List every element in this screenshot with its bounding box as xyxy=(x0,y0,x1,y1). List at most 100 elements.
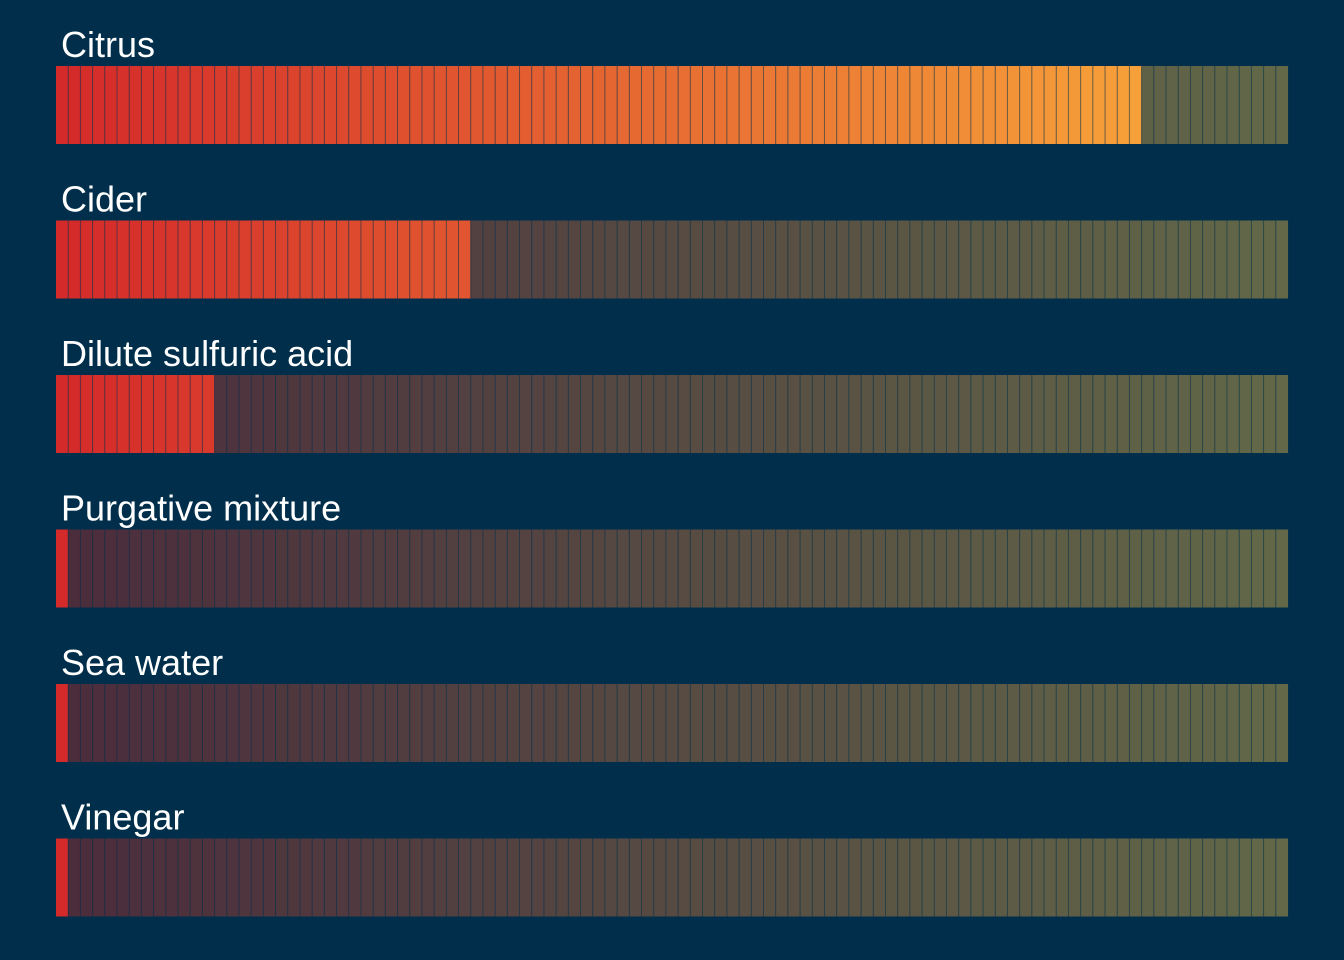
gauge-segment-empty xyxy=(970,220,984,299)
gauge-segment-empty xyxy=(165,529,179,608)
gauge-segment-empty xyxy=(531,375,544,453)
gauge-segment-empty xyxy=(1263,375,1276,453)
gauge-segment-empty xyxy=(1080,684,1093,762)
gauge-segment-empty xyxy=(897,684,910,762)
gauge-segment-empty xyxy=(470,529,483,608)
gauge-segment-filled xyxy=(519,66,532,144)
gauge-segment-filled xyxy=(1019,66,1032,144)
gauge-segment-empty xyxy=(702,529,715,608)
gauge-segment-empty xyxy=(1251,375,1264,453)
gauge-segment-empty xyxy=(751,529,764,608)
gauge-segment-empty xyxy=(1251,66,1264,144)
gauge-segment-empty xyxy=(714,375,727,453)
gauge-row-dilute-sulfuric-acid: Dilute sulfuric acid xyxy=(56,333,1289,453)
gauge-segment-empty xyxy=(1153,529,1167,608)
gauge-segment-empty xyxy=(568,375,581,453)
gauge-segment-filled xyxy=(141,66,154,144)
gauge-segment-empty xyxy=(421,375,435,453)
gauge-segment-empty xyxy=(1227,684,1240,762)
gauge-segment-empty xyxy=(1227,529,1240,608)
gauge-segment-filled xyxy=(104,220,118,299)
gauge-segment-filled xyxy=(470,66,483,144)
gauge-segment-empty xyxy=(568,220,581,299)
gauge-segment-empty xyxy=(641,220,654,299)
gauge-segment-empty xyxy=(1141,375,1154,453)
gauge-segment-empty xyxy=(1019,220,1032,299)
gauge-segment-empty xyxy=(1080,838,1093,917)
gauge-segment-filled xyxy=(373,220,386,299)
gauge-segment-empty xyxy=(934,529,947,608)
gauge-segment-empty xyxy=(263,375,276,453)
gauge-segment-filled xyxy=(202,220,215,299)
row-label: Purgative mixture xyxy=(61,488,341,529)
gauge-segment-filled xyxy=(836,66,849,144)
gauge-segment-empty xyxy=(238,684,252,762)
gauge-segment-empty xyxy=(519,375,532,453)
gauge-segment-empty xyxy=(312,529,325,608)
gauge-segment-empty xyxy=(958,220,971,299)
gauge-segment-empty xyxy=(1153,66,1167,144)
gauge-segment-empty xyxy=(251,838,264,917)
gauge-segment-empty xyxy=(1044,684,1057,762)
gauge-segment-empty xyxy=(751,684,764,762)
gauge-segment-empty xyxy=(409,684,422,762)
gauge-segment-empty xyxy=(653,529,666,608)
gauge-segment-empty xyxy=(1263,529,1276,608)
gauge-segment-filled xyxy=(934,66,947,144)
gauge-segment-empty xyxy=(1178,375,1191,453)
gauge-segment-empty xyxy=(861,838,874,917)
gauge-segment-empty xyxy=(177,838,191,917)
gauge-segment-empty xyxy=(690,529,703,608)
gauge-segment-filled xyxy=(141,375,154,453)
gauge-segment-filled xyxy=(324,66,337,144)
gauge-segment-empty xyxy=(580,684,593,762)
gauge-segment-empty xyxy=(1275,66,1289,144)
gauge-segment-filled xyxy=(531,66,544,144)
gauge-segment-empty xyxy=(1166,529,1179,608)
gauge-segment-filled xyxy=(251,66,264,144)
gauge-segment-empty xyxy=(995,220,1008,299)
gauge-segment-empty xyxy=(324,684,337,762)
gauge-segment-filled xyxy=(702,66,715,144)
gauge-segment-empty xyxy=(836,375,849,453)
gauge-segment-filled xyxy=(68,66,81,144)
gauge-segment-empty xyxy=(629,684,642,762)
gauge-segment-empty xyxy=(1056,529,1069,608)
gauge-segment-empty xyxy=(238,838,252,917)
gauge-segment-filled xyxy=(336,66,349,144)
gauge-segment-empty xyxy=(1056,220,1069,299)
gauge-segment-empty xyxy=(1080,220,1093,299)
row-label: Citrus xyxy=(61,24,155,65)
gauge-segment-empty xyxy=(129,529,142,608)
gauge-segment-empty xyxy=(885,838,898,917)
gauge-segment-empty xyxy=(397,838,410,917)
gauge-segment-empty xyxy=(775,220,788,299)
gauge-segment-empty xyxy=(946,220,959,299)
gauge-segment-empty xyxy=(970,375,984,453)
gauge-segment-empty xyxy=(495,220,508,299)
gauge-segment-empty xyxy=(1044,220,1057,299)
gauge-segment-empty xyxy=(665,838,679,917)
gauge-segment-empty xyxy=(1202,66,1215,144)
gauge-segment-empty xyxy=(556,375,569,453)
gauge-segment-empty xyxy=(80,684,93,762)
gauge-segment-empty xyxy=(373,375,386,453)
gauge-segment-empty xyxy=(214,529,227,608)
gauge-segment-empty xyxy=(726,684,740,762)
gauge-segment-empty xyxy=(580,375,593,453)
gauge-segment-filled xyxy=(543,66,557,144)
gauge-segment-filled xyxy=(275,66,288,144)
gauge-segment-empty xyxy=(1068,529,1081,608)
gauge-segment-empty xyxy=(1251,838,1264,917)
gauge-segment-empty xyxy=(68,838,81,917)
gauge-segment-empty xyxy=(324,529,337,608)
gauge-segment-filled xyxy=(421,220,435,299)
gauge-segment-empty xyxy=(678,529,691,608)
gauge-segment-empty xyxy=(251,375,264,453)
gauge-segment-empty xyxy=(1129,684,1142,762)
gauge-segment-empty xyxy=(604,838,618,917)
gauge-segment-filled xyxy=(116,220,130,299)
gauge-segment-empty xyxy=(629,838,642,917)
gauge-segment-empty xyxy=(983,375,996,453)
gauge-segment-empty xyxy=(1044,375,1057,453)
